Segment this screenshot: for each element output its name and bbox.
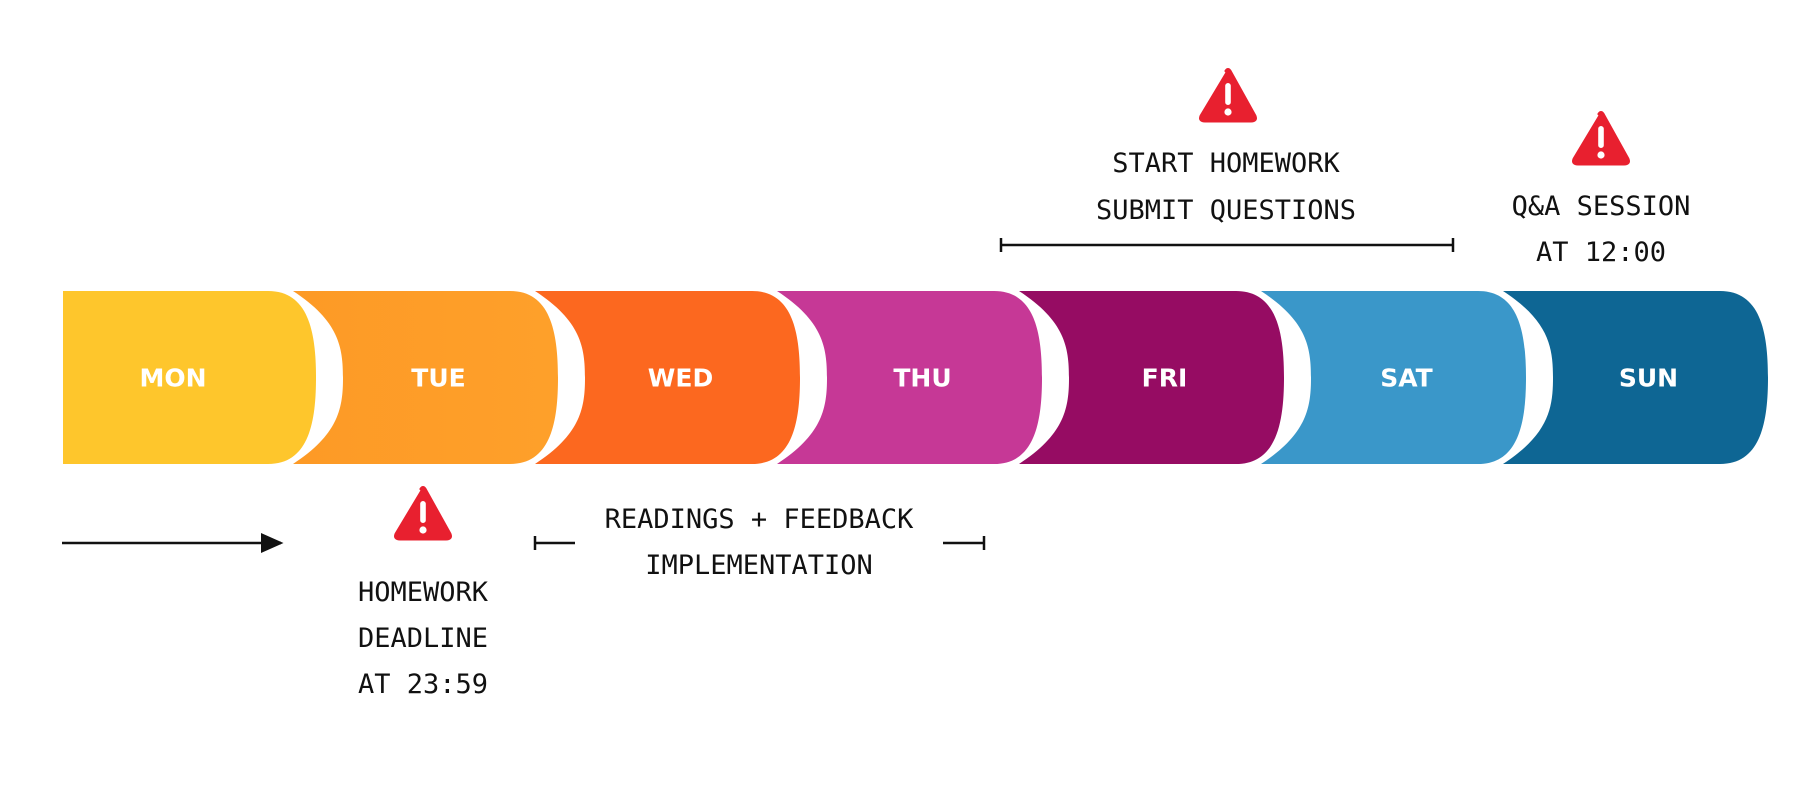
annotation-line: DEADLINE — [358, 623, 488, 654]
day-block-tue: TUE — [293, 291, 558, 464]
annotation-homework-deadline: HOMEWORK DEADLINE AT 23:59 — [358, 486, 489, 700]
annotation-line: AT 23:59 — [358, 669, 488, 700]
day-block-mon: MON — [63, 291, 316, 464]
range-bracket — [999, 238, 1455, 252]
day-shape — [63, 291, 316, 464]
annotation-line: HOMEWORK — [358, 577, 489, 608]
annotation-line: START HOMEWORK — [1112, 148, 1340, 179]
day-block-wed: WED — [535, 291, 800, 464]
annotation-line: Q&A SESSION — [1512, 191, 1691, 222]
annotation-line: SUBMIT QUESTIONS — [1096, 195, 1356, 226]
day-blocks: MON TUE WED THU FRI SAT SUN — [63, 291, 1768, 464]
day-shape — [1503, 291, 1768, 464]
day-label: THU — [893, 364, 951, 393]
warning-icon — [394, 486, 452, 541]
range-bracket — [533, 536, 986, 550]
day-shape — [1261, 291, 1526, 464]
day-label: TUE — [411, 364, 465, 393]
day-label: FRI — [1142, 364, 1188, 393]
day-shape — [777, 291, 1042, 464]
day-label: WED — [648, 364, 713, 393]
annotation-start-homework: START HOMEWORK SUBMIT QUESTIONS — [999, 68, 1455, 252]
day-label: MON — [139, 364, 206, 393]
day-block-sun: SUN — [1503, 291, 1768, 464]
warning-icon — [1572, 111, 1630, 166]
annotation-readings-feedback: READINGS + FEEDBACK IMPLEMENTATION — [533, 504, 986, 581]
day-block-fri: FRI — [1019, 291, 1284, 464]
day-shape — [293, 291, 558, 464]
day-block-thu: THU — [777, 291, 1042, 464]
annotation-line: IMPLEMENTATION — [645, 550, 873, 581]
day-block-sat: SAT — [1261, 291, 1526, 464]
day-label: SUN — [1619, 364, 1678, 393]
day-label: SAT — [1380, 364, 1432, 393]
annotation-line: AT 12:00 — [1536, 237, 1666, 268]
day-shape — [1019, 291, 1284, 464]
annotation-qa-session: Q&A SESSION AT 12:00 — [1512, 111, 1691, 268]
warning-icon — [1199, 68, 1257, 123]
annotation-line: READINGS + FEEDBACK — [605, 504, 915, 535]
day-shape — [535, 291, 800, 464]
